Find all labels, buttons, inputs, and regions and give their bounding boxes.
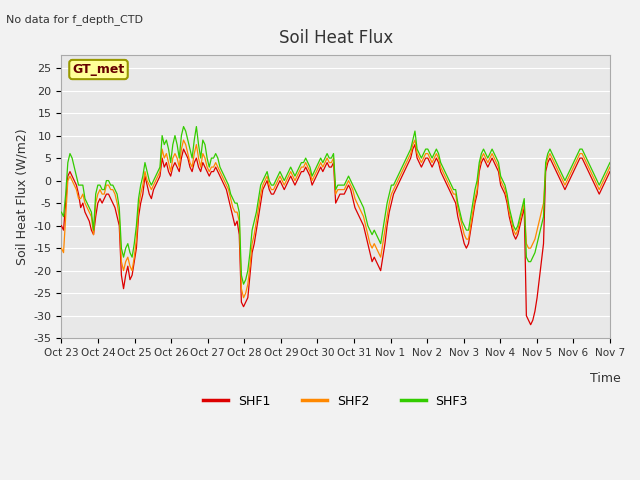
Legend: SHF1, SHF2, SHF3: SHF1, SHF2, SHF3 <box>198 390 473 413</box>
X-axis label: Time: Time <box>590 372 621 385</box>
Text: No data for f_depth_CTD: No data for f_depth_CTD <box>6 14 143 25</box>
Text: GT_met: GT_met <box>72 63 125 76</box>
Y-axis label: Soil Heat Flux (W/m2): Soil Heat Flux (W/m2) <box>15 128 28 264</box>
Title: Soil Heat Flux: Soil Heat Flux <box>278 29 393 48</box>
